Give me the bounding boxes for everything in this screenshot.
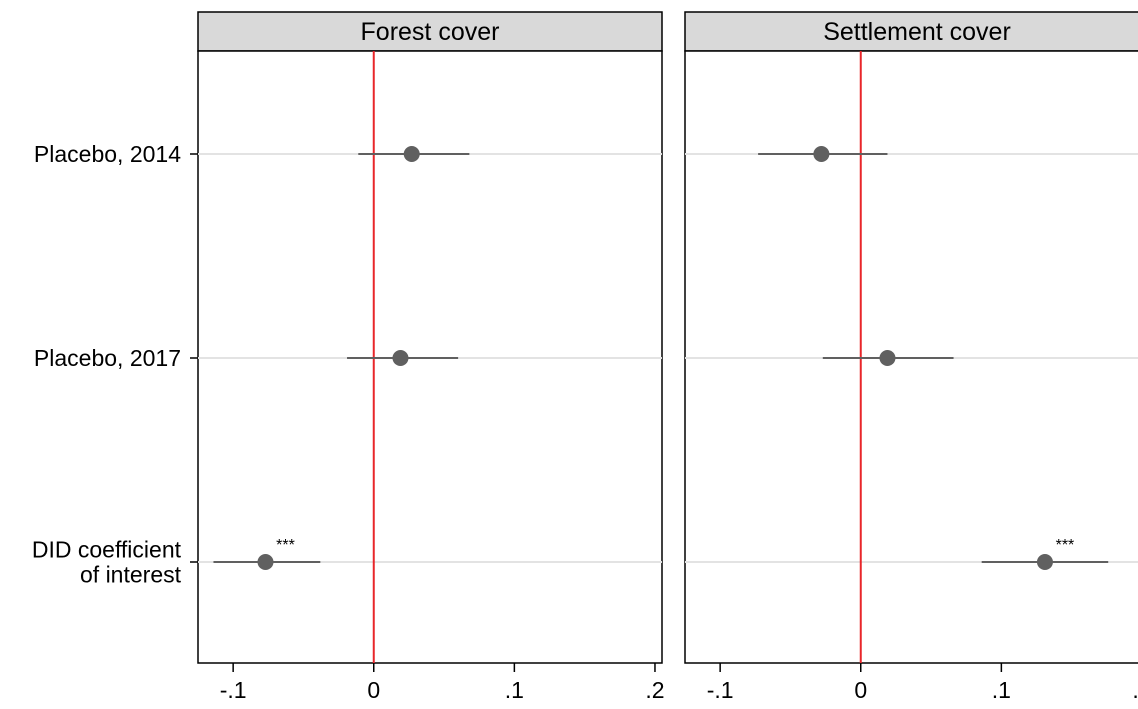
category-label: Placebo, 2017 bbox=[34, 345, 181, 371]
x-tick-label: .1 bbox=[505, 677, 524, 703]
category-label: DID coefficient bbox=[32, 537, 182, 563]
x-tick-label: -.1 bbox=[707, 677, 734, 703]
point-estimate bbox=[1036, 554, 1053, 570]
panel-title-strip bbox=[684, 11, 1138, 52]
panel-title: Forest cover bbox=[361, 18, 500, 46]
point-estimate bbox=[879, 350, 896, 366]
significance-stars: *** bbox=[1056, 537, 1075, 554]
x-tick-label: -.1 bbox=[220, 677, 247, 703]
x-tick-label: .1 bbox=[992, 677, 1011, 703]
point-estimate bbox=[257, 554, 274, 570]
panel-title: Settlement cover bbox=[823, 18, 1011, 46]
category-label: Placebo, 2014 bbox=[34, 141, 181, 167]
category-label: of interest bbox=[80, 562, 182, 588]
point-estimate bbox=[392, 350, 409, 366]
significance-stars: *** bbox=[276, 537, 295, 554]
panel-title-strip bbox=[197, 11, 663, 52]
point-estimate bbox=[813, 146, 830, 162]
x-tick-label: .2 bbox=[645, 677, 664, 703]
x-tick-label: 0 bbox=[854, 677, 867, 703]
point-estimate bbox=[403, 146, 420, 162]
x-tick-label: .2 bbox=[1132, 677, 1138, 703]
x-tick-label: 0 bbox=[367, 677, 380, 703]
